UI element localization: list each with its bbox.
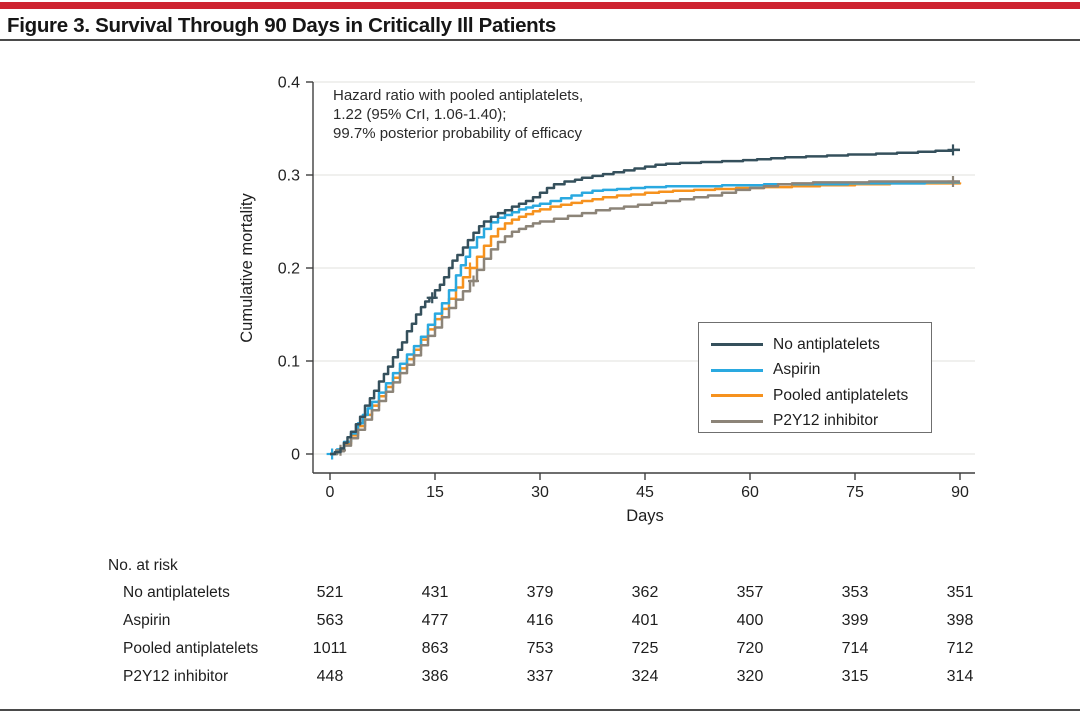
annotation-line-3: 99.7% posterior probability of efficacy bbox=[333, 125, 583, 142]
at-risk-row-label: Aspirin bbox=[123, 612, 171, 629]
at-risk-value: 399 bbox=[841, 612, 869, 629]
at-risk-value: 416 bbox=[526, 612, 554, 629]
at-risk-value: 401 bbox=[631, 612, 659, 629]
x-tick-label: 90 bbox=[951, 484, 969, 501]
x-tick-label: 75 bbox=[846, 484, 864, 501]
accent-bar bbox=[0, 2, 1080, 9]
legend-item-1: No antiplatelets bbox=[711, 334, 931, 356]
legend-label-3: Pooled antiplatelets bbox=[773, 386, 909, 404]
at-risk-value: 725 bbox=[631, 640, 659, 657]
at-risk-value: 753 bbox=[526, 640, 554, 657]
at-risk-value: 324 bbox=[631, 668, 659, 685]
annotation-line-1: Hazard ratio with pooled antiplatelets, bbox=[333, 87, 584, 104]
legend-label-4: P2Y12 inhibitor bbox=[773, 412, 879, 430]
at-risk-header: No. at risk bbox=[108, 557, 178, 574]
y-tick-label: 0.4 bbox=[278, 75, 300, 92]
at-risk-value: 314 bbox=[946, 668, 974, 685]
at-risk-value: 379 bbox=[526, 584, 554, 601]
at-risk-value: 712 bbox=[946, 640, 974, 657]
at-risk-row-label: No antiplatelets bbox=[123, 584, 230, 601]
at-risk-value: 351 bbox=[946, 584, 974, 601]
at-risk-value: 448 bbox=[316, 668, 344, 685]
at-risk-value: 863 bbox=[421, 640, 449, 657]
title-rule bbox=[0, 39, 1080, 41]
legend-item-4: P2Y12 inhibitor bbox=[711, 410, 931, 432]
at-risk-row-label: Pooled antiplatelets bbox=[123, 640, 259, 657]
at-risk-row-label: P2Y12 inhibitor bbox=[123, 668, 229, 685]
survival-curve bbox=[330, 180, 960, 456]
at-risk-value: 357 bbox=[736, 584, 764, 601]
at-risk-value: 714 bbox=[841, 640, 869, 657]
x-tick-label: 0 bbox=[326, 484, 335, 501]
at-risk-value: 398 bbox=[946, 612, 974, 629]
at-risk-value: 477 bbox=[421, 612, 449, 629]
hazard-ratio-annotation: Hazard ratio with pooled antiplatelets, … bbox=[333, 86, 583, 143]
at-risk-value: 320 bbox=[736, 668, 764, 685]
at-risk-value: 315 bbox=[841, 668, 869, 685]
at-risk-value: 431 bbox=[421, 584, 449, 601]
y-tick-label: 0.2 bbox=[278, 261, 300, 278]
annotation-line-2: 1.22 (95% CrI, 1.06-1.40); bbox=[333, 106, 507, 123]
x-tick-label: 30 bbox=[531, 484, 549, 501]
y-tick-label: 0.1 bbox=[278, 354, 300, 371]
legend-swatch-4 bbox=[711, 419, 763, 423]
legend-swatch-2 bbox=[711, 368, 763, 372]
legend-item-3: Pooled antiplatelets bbox=[711, 385, 931, 407]
at-risk-value: 386 bbox=[421, 668, 449, 685]
figure-title: Figure 3. Survival Through 90 Days in Cr… bbox=[7, 14, 557, 37]
legend-swatch-3 bbox=[711, 394, 763, 398]
at-risk-value: 521 bbox=[316, 584, 344, 601]
x-tick-label: 60 bbox=[741, 484, 759, 501]
at-risk-value: 720 bbox=[736, 640, 764, 657]
chart-legend: No antiplatelets Aspirin Pooled antiplatel… bbox=[698, 322, 932, 433]
at-risk-value: 563 bbox=[316, 612, 344, 629]
at-risk-value: 1011 bbox=[312, 640, 348, 657]
at-risk-value: 362 bbox=[631, 584, 659, 601]
x-tick-label: 45 bbox=[636, 484, 654, 501]
bottom-rule bbox=[0, 709, 1080, 711]
at-risk-value: 400 bbox=[736, 612, 764, 629]
y-tick-label: 0 bbox=[291, 447, 300, 464]
y-tick-label: 0.3 bbox=[278, 168, 300, 185]
survival-curve bbox=[330, 148, 960, 456]
at-risk-value: 337 bbox=[526, 668, 554, 685]
survival-curve bbox=[330, 181, 960, 456]
x-axis-title: Days bbox=[626, 507, 664, 525]
legend-swatch-1 bbox=[711, 343, 763, 347]
legend-label-1: No antiplatelets bbox=[773, 335, 880, 353]
legend-label-2: Aspirin bbox=[773, 361, 821, 379]
legend-item-2: Aspirin bbox=[711, 359, 931, 381]
y-axis-title: Cumulative mortality bbox=[238, 193, 256, 343]
x-tick-label: 15 bbox=[426, 484, 444, 501]
at-risk-value: 353 bbox=[841, 584, 869, 601]
